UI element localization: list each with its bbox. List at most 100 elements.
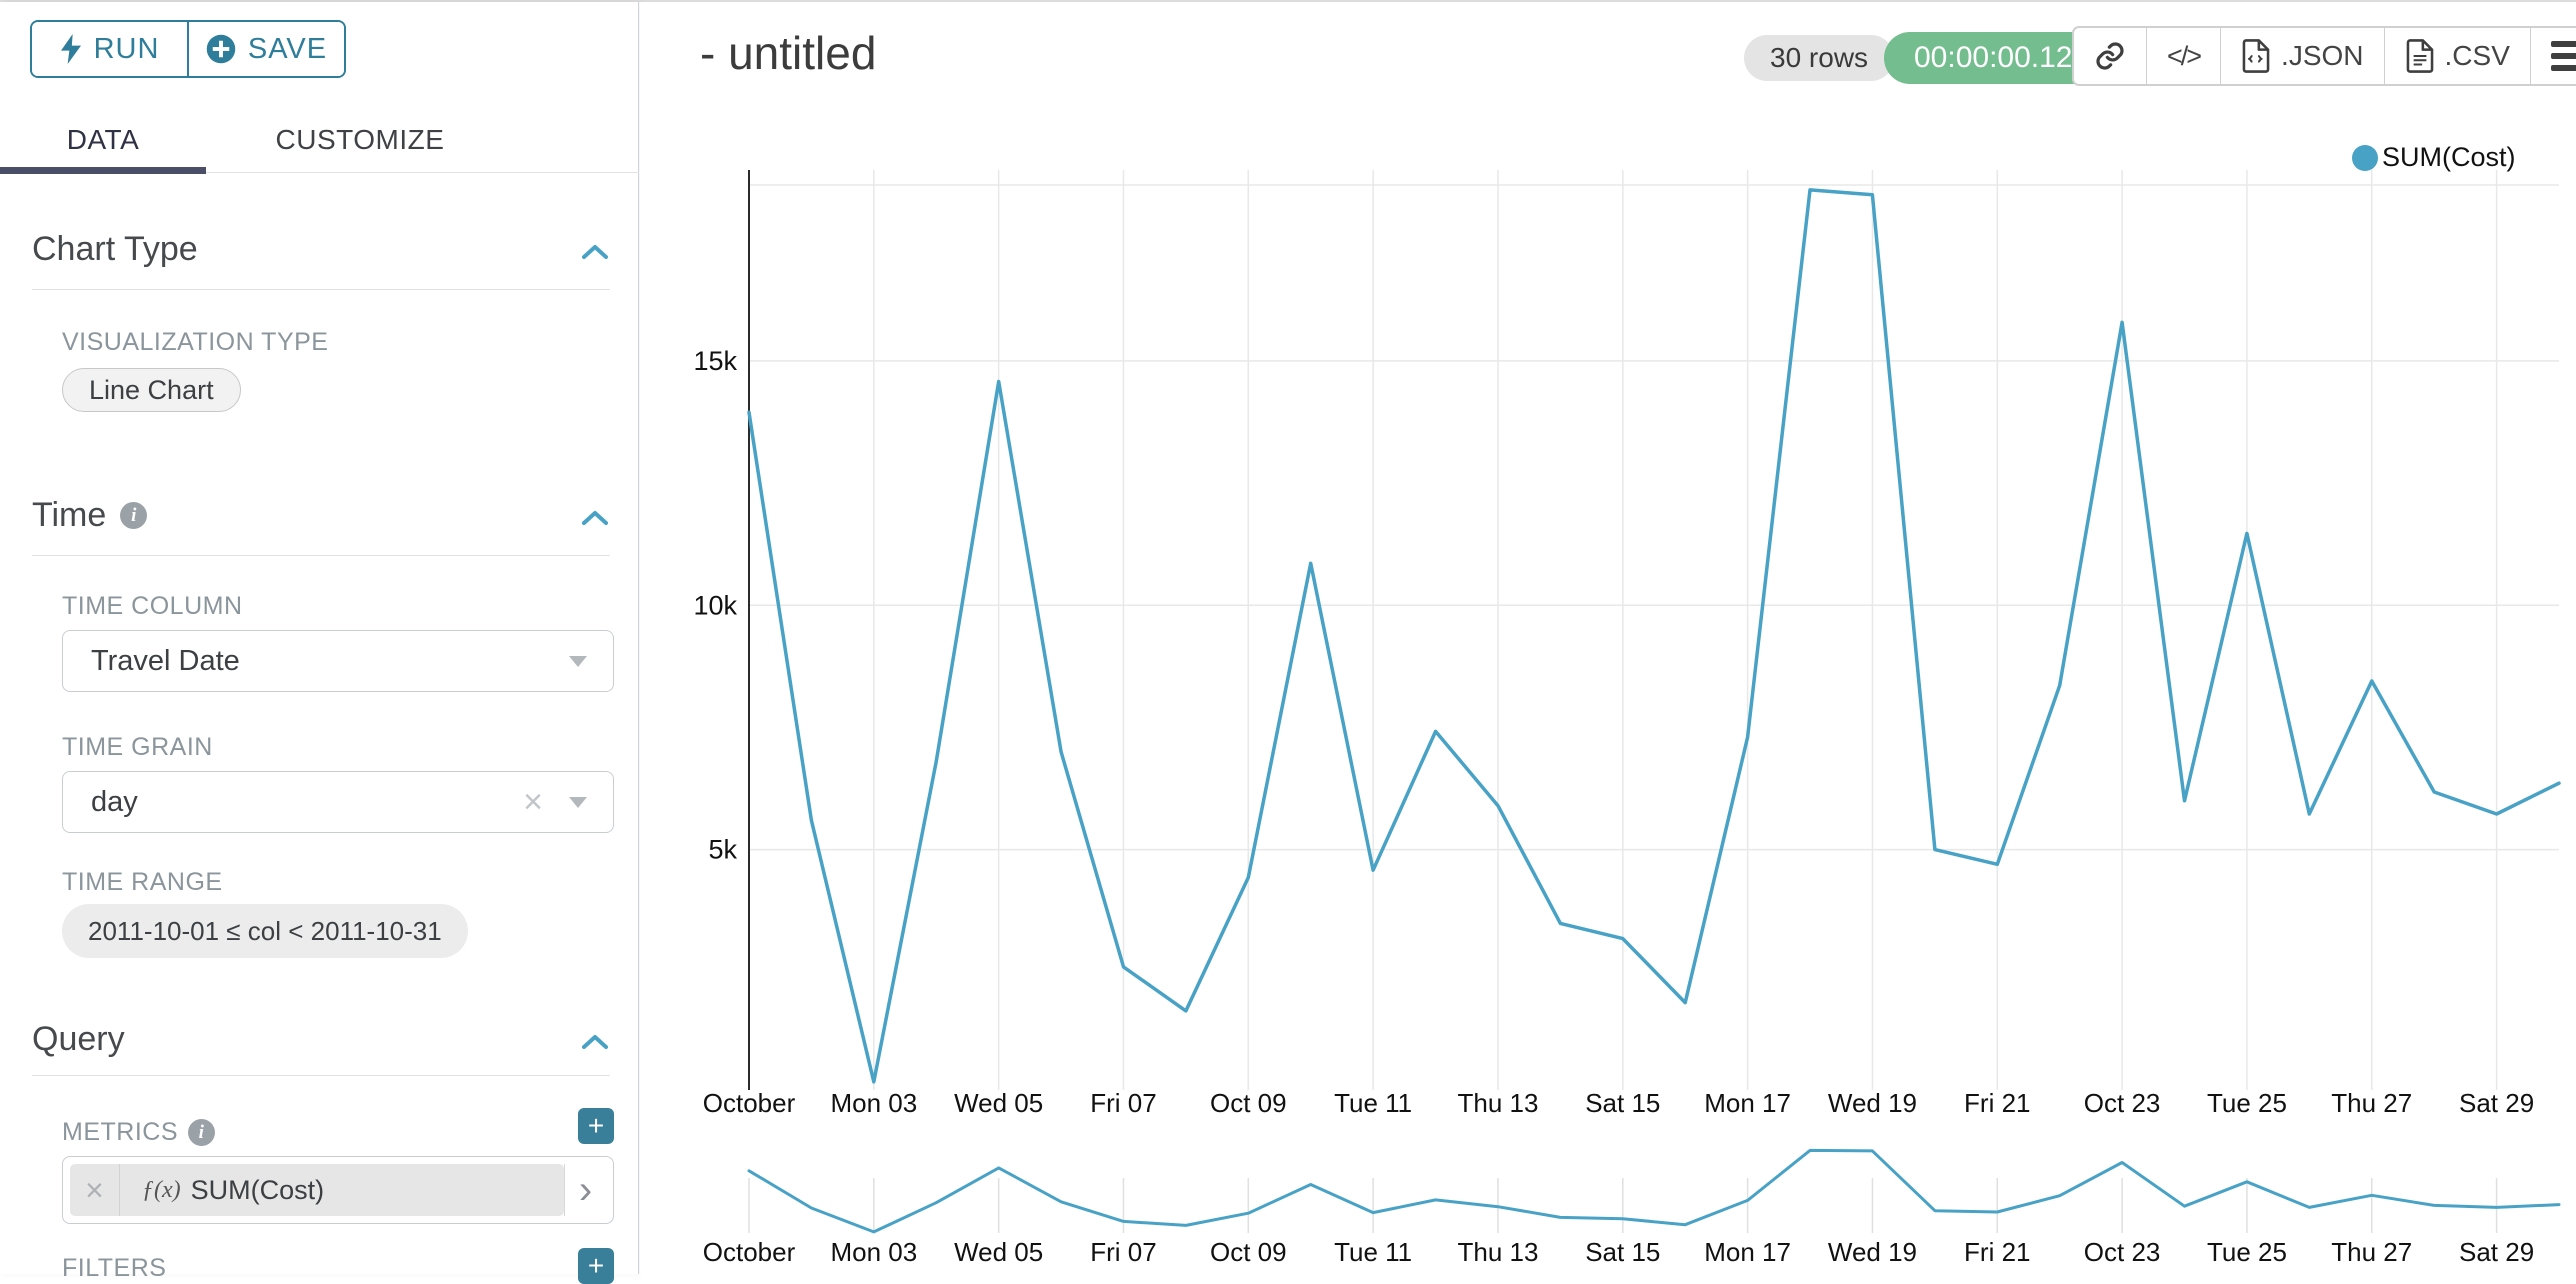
section-divider xyxy=(32,289,610,290)
metrics-label-text: METRICS xyxy=(62,1118,178,1146)
plus-circle-icon xyxy=(206,34,236,64)
svg-text:Mon 03: Mon 03 xyxy=(830,1088,917,1118)
svg-text:Wed 19: Wed 19 xyxy=(1828,1237,1917,1267)
lightning-bolt-icon xyxy=(60,34,81,64)
svg-text:Mon 17: Mon 17 xyxy=(1704,1237,1791,1267)
metrics-label: METRICS i xyxy=(62,1118,215,1147)
share-link-button[interactable] xyxy=(2074,28,2146,84)
time-grain-value: day xyxy=(91,785,138,818)
explore-control-panel: RUN SAVE DATA CUSTOMIZE Chart Type VISUA… xyxy=(0,2,639,1284)
run-button-label: RUN xyxy=(93,32,160,65)
svg-text:Tue 25: Tue 25 xyxy=(2207,1237,2287,1267)
panel-tabs: DATA CUSTOMIZE xyxy=(0,108,639,180)
tab-data[interactable]: DATA xyxy=(66,124,140,155)
info-icon[interactable]: i xyxy=(188,1119,215,1146)
svg-text:Sat 29: Sat 29 xyxy=(2459,1237,2534,1267)
time-section-title: Time i xyxy=(32,496,148,535)
chart-type-section-title: Chart Type xyxy=(32,230,198,269)
hamburger-menu-icon xyxy=(2550,41,2576,71)
svg-text:Wed 19: Wed 19 xyxy=(1828,1088,1917,1118)
svg-text:Fri 21: Fri 21 xyxy=(1964,1088,2030,1118)
time-column-select[interactable]: Travel Date xyxy=(62,630,614,692)
chevron-right-icon[interactable]: › xyxy=(564,1164,606,1216)
svg-text:Sat 15: Sat 15 xyxy=(1585,1088,1660,1118)
viz-type-value-pill[interactable]: Line Chart xyxy=(62,368,241,412)
time-grain-label: TIME GRAIN xyxy=(62,733,213,761)
svg-text:Tue 11: Tue 11 xyxy=(1334,1088,1412,1118)
info-icon[interactable]: i xyxy=(120,502,148,529)
chart-container: - untitled 30 rows 00:00:00.12 </> .JSON xyxy=(640,2,2576,1274)
time-range-value-pill[interactable]: 2011-10-01 ≤ col < 2011-10-31 xyxy=(62,904,468,958)
chevron-up-icon[interactable] xyxy=(580,1032,610,1052)
time-range-label: TIME RANGE xyxy=(62,868,223,896)
window-top-border xyxy=(0,0,2576,2)
svg-text:Oct 23: Oct 23 xyxy=(2084,1088,2161,1118)
time-column-label: TIME COLUMN xyxy=(62,592,243,620)
save-button-label: SAVE xyxy=(247,32,328,65)
active-tab-underline xyxy=(0,167,206,174)
save-button[interactable]: SAVE xyxy=(187,22,344,76)
svg-text:Thu 13: Thu 13 xyxy=(1457,1088,1538,1118)
svg-text:Thu 27: Thu 27 xyxy=(2331,1237,2412,1267)
export-csv-button[interactable]: .CSV xyxy=(2383,28,2530,84)
export-csv-label: .CSV xyxy=(2444,40,2510,71)
svg-text:Oct 09: Oct 09 xyxy=(1210,1088,1287,1118)
metric-chip[interactable]: × ƒ(x) SUM(Cost) xyxy=(70,1164,564,1216)
metric-chip-label: SUM(Cost) xyxy=(190,1174,325,1205)
svg-text:Oct 09: Oct 09 xyxy=(1210,1237,1287,1267)
time-column-value: Travel Date xyxy=(91,644,240,677)
section-divider xyxy=(32,555,610,556)
svg-text:Wed 05: Wed 05 xyxy=(954,1237,1043,1267)
close-icon: × xyxy=(85,1171,104,1208)
tab-customize[interactable]: CUSTOMIZE xyxy=(275,124,445,155)
chevron-down-icon xyxy=(569,655,587,667)
run-button[interactable]: RUN xyxy=(32,22,187,76)
svg-text:October: October xyxy=(703,1088,796,1118)
remove-metric-button[interactable]: × xyxy=(70,1164,120,1216)
svg-text:Sat 15: Sat 15 xyxy=(1585,1237,1660,1267)
time-grain-select[interactable]: day × xyxy=(62,771,614,833)
chart-type-title-text: Chart Type xyxy=(32,230,198,268)
export-toolbar: </> .JSON .CSV xyxy=(2072,26,2576,86)
svg-text:Wed 05: Wed 05 xyxy=(954,1088,1043,1118)
tabs-divider xyxy=(0,172,639,173)
svg-text:Fri 21: Fri 21 xyxy=(1964,1237,2030,1267)
svg-text:15k: 15k xyxy=(693,346,737,376)
svg-text:Sat 29: Sat 29 xyxy=(2459,1088,2534,1118)
clear-icon[interactable]: × xyxy=(523,783,543,821)
code-icon: </> xyxy=(2167,40,2202,71)
metric-field: × ƒ(x) SUM(Cost) › xyxy=(62,1156,614,1224)
chevron-up-icon[interactable] xyxy=(580,242,610,262)
chart-menu-button[interactable] xyxy=(2529,28,2576,84)
chevron-up-icon[interactable] xyxy=(580,508,610,528)
svg-text:Mon 03: Mon 03 xyxy=(830,1237,917,1267)
svg-text:Tue 25: Tue 25 xyxy=(2207,1088,2287,1118)
export-json-label: .JSON xyxy=(2281,40,2364,71)
svg-text:October: October xyxy=(703,1237,796,1267)
chevron-down-icon xyxy=(569,796,587,808)
csv-file-icon xyxy=(2406,39,2433,73)
export-json-button[interactable]: .JSON xyxy=(2220,28,2383,84)
time-title-text: Time xyxy=(32,496,107,534)
query-timer-badge: 00:00:00.12 xyxy=(1884,32,2103,84)
json-file-icon xyxy=(2242,39,2270,73)
svg-text:Mon 17: Mon 17 xyxy=(1704,1088,1791,1118)
function-icon: ƒ(x) xyxy=(142,1176,181,1203)
row-count-badge: 30 rows xyxy=(1744,35,1895,81)
svg-text:10k: 10k xyxy=(693,590,737,620)
svg-text:Thu 13: Thu 13 xyxy=(1457,1237,1538,1267)
svg-text:Oct 23: Oct 23 xyxy=(2084,1237,2161,1267)
add-metric-button[interactable]: + xyxy=(578,1108,614,1144)
svg-text:5k: 5k xyxy=(708,835,737,865)
chart-legend[interactable]: SUM(Cost) xyxy=(2352,142,2516,173)
run-save-button-group: RUN SAVE xyxy=(30,20,346,78)
link-icon xyxy=(2096,42,2124,70)
query-section-title: Query xyxy=(32,1020,125,1059)
svg-text:Fri 07: Fri 07 xyxy=(1090,1088,1156,1118)
svg-text:Fri 07: Fri 07 xyxy=(1090,1237,1156,1267)
view-query-button[interactable]: </> xyxy=(2146,28,2220,84)
legend-series-label: SUM(Cost) xyxy=(2382,142,2516,172)
chart-title[interactable]: - untitled xyxy=(700,27,877,79)
query-title-text: Query xyxy=(32,1020,125,1058)
